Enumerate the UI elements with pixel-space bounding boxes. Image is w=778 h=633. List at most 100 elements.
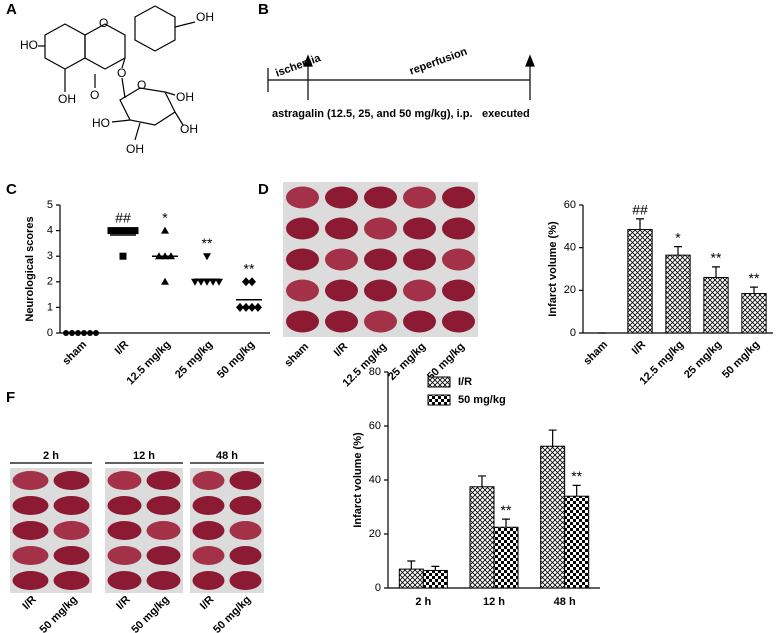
brain-slice — [364, 186, 397, 209]
bar — [540, 445, 566, 589]
error-bar — [572, 484, 581, 497]
x-tick-label: I/R — [198, 594, 216, 612]
significance-label: ** — [501, 502, 512, 518]
x-tick-label: 25 mg/kg — [386, 341, 428, 383]
significance-label: ** — [749, 270, 760, 286]
x-tick-label: I/R — [630, 339, 648, 357]
brain-slice — [286, 186, 319, 209]
significance-label: * — [162, 209, 168, 225]
panel-letter: C — [6, 181, 17, 198]
brain-slice — [442, 217, 475, 240]
error-bar — [502, 518, 511, 528]
brain-slice — [192, 571, 225, 590]
brain-slice — [146, 571, 181, 590]
data-point — [161, 277, 169, 285]
brain-slice — [286, 217, 319, 240]
brain-slice — [442, 279, 475, 302]
significance-label: ** — [571, 468, 582, 484]
panel-letter: D — [258, 181, 269, 198]
brain-slice — [442, 186, 475, 209]
x-tick-label: 48 h — [554, 596, 576, 608]
x-tick-label: sham — [282, 341, 311, 370]
y-tick-label: 2 — [47, 276, 53, 288]
brain-slice — [286, 248, 319, 271]
significance-label: ## — [115, 209, 131, 225]
data-point — [242, 302, 250, 312]
error-bar — [431, 565, 440, 571]
significance-label: ** — [202, 235, 213, 251]
data-point — [113, 227, 121, 235]
bar — [422, 569, 448, 589]
atom-label: OH — [176, 90, 194, 104]
brain-slice — [107, 496, 142, 515]
y-tick-label: 40 — [564, 242, 576, 254]
brain-slice — [286, 279, 319, 302]
brain-slice — [12, 471, 49, 490]
x-tick-label: 50 mg/kg — [38, 594, 80, 633]
brain-slice — [107, 546, 142, 565]
brain-slice — [53, 546, 90, 565]
treatment-label: astragalin (12.5, 25, and 50 mg/kg), i.p… — [272, 108, 473, 120]
brain-slice — [325, 186, 358, 209]
atom-label: OH — [58, 92, 76, 106]
data-point — [125, 227, 133, 235]
y-tick-label: 1 — [47, 301, 53, 313]
y-tick-label: 4 — [47, 225, 53, 237]
data-point — [161, 226, 169, 234]
atom-label: O — [117, 66, 126, 80]
brain-slice — [403, 186, 436, 209]
x-tick-label: sham — [60, 339, 89, 368]
brain-slice — [53, 571, 90, 590]
brain-slice — [192, 546, 225, 565]
brain-slice — [229, 571, 262, 590]
y-tick-label: 5 — [47, 199, 53, 211]
data-point — [254, 302, 262, 312]
atom-label: OH — [196, 10, 214, 24]
brain-slice — [364, 279, 397, 302]
error-bar — [750, 286, 758, 294]
error-bar — [477, 475, 486, 487]
brain-slice — [53, 521, 90, 540]
brain-slice — [12, 571, 49, 590]
data-point — [248, 302, 256, 312]
y-axis-label: Infarct volume (%) — [547, 221, 559, 317]
brain-slice — [403, 217, 436, 240]
bar — [493, 526, 519, 589]
brain-slice — [53, 471, 90, 490]
data-point — [107, 227, 115, 235]
significance-label: * — [675, 229, 681, 245]
brain-slice — [442, 248, 475, 271]
error-bar — [636, 218, 644, 230]
data-point — [215, 278, 223, 286]
error-bar — [712, 266, 720, 278]
brain-slice — [146, 496, 181, 515]
brain-slice — [146, 546, 181, 565]
brain-slice — [146, 521, 181, 540]
panel-letter: F — [6, 389, 15, 406]
data-point — [197, 278, 205, 286]
y-tick-label: 60 — [564, 199, 576, 211]
brain-slice — [192, 471, 225, 490]
chemical-structure — [38, 5, 196, 141]
x-tick-label: I/R — [113, 339, 131, 357]
significance-label: ** — [711, 250, 722, 266]
brain-slice — [229, 471, 262, 490]
y-axis-label: Infarct volume (%) — [352, 432, 364, 528]
brain-slice — [107, 571, 142, 590]
atom-label: HO — [20, 38, 38, 52]
x-tick-label: 12.5 mg/kg — [124, 339, 173, 388]
brain-slice — [192, 521, 225, 540]
atom-label: O — [90, 88, 99, 102]
data-point — [242, 277, 250, 287]
x-tick-label: I/R — [332, 341, 350, 359]
x-tick-label: sham — [581, 339, 610, 368]
data-point — [203, 278, 211, 286]
x-tick-label: 25 mg/kg — [682, 339, 724, 381]
legend-swatch — [427, 394, 451, 406]
error-bar — [407, 560, 416, 570]
atom-label: O — [137, 78, 146, 92]
x-tick-label: 50 mg/kg — [129, 594, 171, 633]
bar — [469, 486, 495, 589]
brain-slice — [325, 248, 358, 271]
data-point — [236, 302, 244, 312]
